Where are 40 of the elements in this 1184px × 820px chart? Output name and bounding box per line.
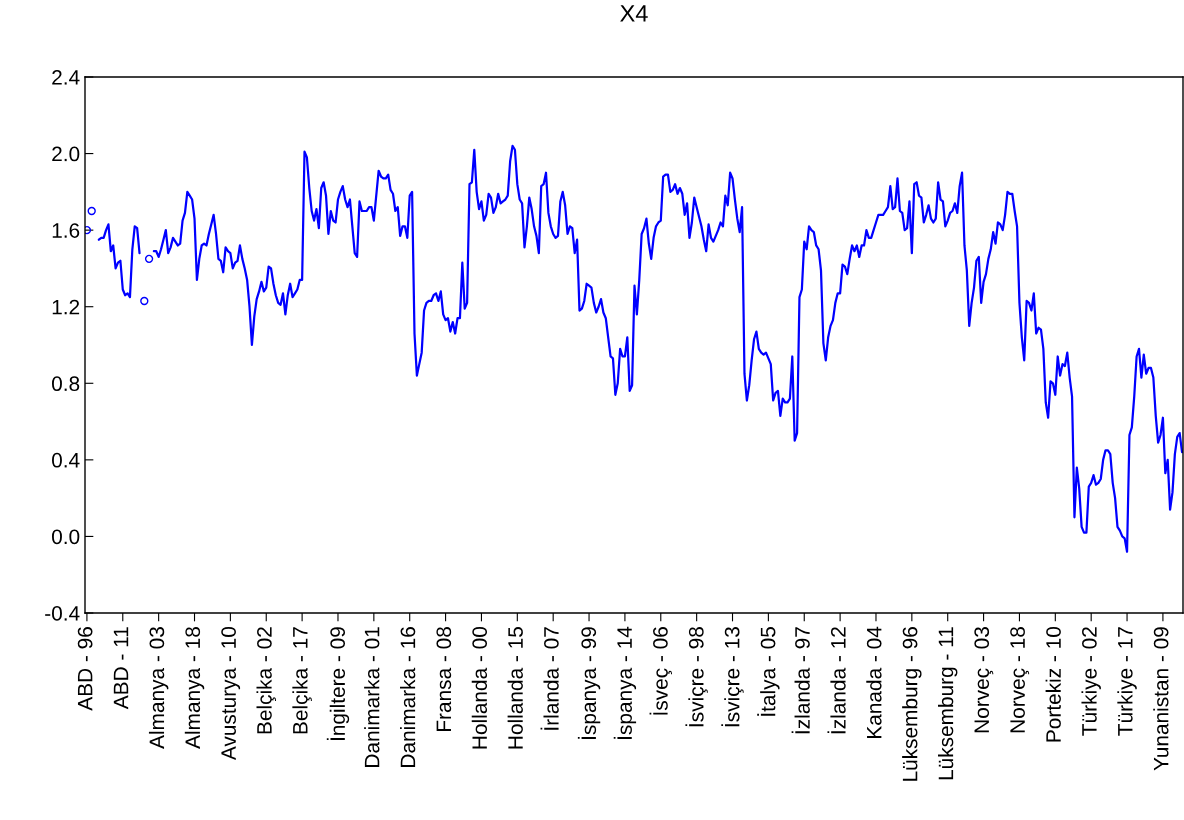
y-tick-label: 1.2 (52, 299, 80, 315)
x-tick-label: Fransa - 08 (436, 627, 452, 731)
x-tick-label: ABD - 11 (113, 627, 129, 710)
x-tick-label: İsveç - 06 (649, 627, 672, 715)
x-tick-label: Almanya - 03 (148, 627, 169, 749)
x-tick-label: Hollanda - 15 (507, 627, 523, 749)
x-tick-label: İsviçre - 98 (685, 627, 708, 727)
x-tick-label: Norveç - 03 (974, 627, 994, 733)
x-tick-label: İsviçre - 13 (721, 627, 744, 727)
x-tick-label: Lüksemburg - 11 (938, 627, 958, 780)
y-tick-label: 1.6 (52, 223, 80, 238)
x-tick-label: Türkiye - 02 (1081, 627, 1101, 736)
y-tick-label: 2.0 (52, 146, 80, 162)
x-tick-label: Danimarka - 16 (400, 627, 416, 767)
x-tick-label: İrlanda - 07 (540, 627, 559, 730)
x-tick-label: İzlanda - 97 (791, 627, 810, 734)
x-tick-label: Portekiz - 10 (1045, 627, 1061, 742)
x-tick-label: Norveç - 18 (1010, 627, 1030, 733)
y-tick-label: -0.4 (45, 606, 80, 621)
x-tick-label: Yunanistan - 09 (1153, 627, 1169, 771)
x-tick-label: Lüksemburg - 96 (902, 627, 922, 781)
x-tick-label: Belçika - 17 (292, 627, 312, 734)
x-tick-label: Danimarka - 01 (364, 627, 380, 767)
y-tick-label: 0.8 (51, 376, 80, 392)
x-tick-label: Kanada - 04 (866, 626, 882, 738)
chart-title: X4 (620, 5, 648, 22)
x-tick-label: İngiltere - 09 (326, 627, 350, 741)
x-tick-label: Türkiye - 17 (1117, 627, 1137, 736)
y-tick-label: 0.4 (51, 452, 80, 468)
x-tick-label: İspanya - 99 (577, 627, 601, 739)
x-tick-label: Avusturya - 10 (221, 627, 241, 761)
x-tick-label: İspanya - 14 (613, 626, 637, 739)
x-tick-label: İzlanda - 12 (827, 627, 846, 734)
x-tick-label: ABD - 96 (77, 627, 93, 711)
x-tick-label: Hollanda - 00 (471, 627, 488, 749)
x-tick-label: Almanya - 18 (184, 627, 205, 749)
y-tick-label: 2.4 (52, 70, 80, 85)
x-tick-label: Belçika - 02 (256, 627, 276, 734)
y-tick-label: 0.0 (51, 529, 80, 545)
x-tick-label: İtalya - 05 (757, 627, 780, 716)
